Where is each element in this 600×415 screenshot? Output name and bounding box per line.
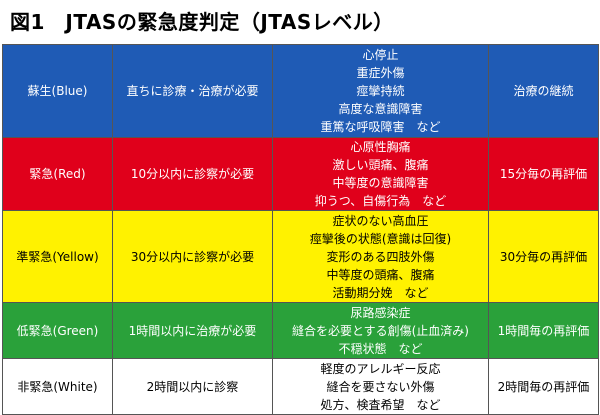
level-cell: 緊急(Red) [2,137,113,211]
reassess-cell: 30分毎の再評価 [488,210,599,303]
table-row-yellow: 準緊急(Yellow) 30分以内に診察が必要 症状のない高血圧 痙攣後の状態(… [2,210,599,303]
table-row-red: 緊急(Red) 10分以内に診察が必要 心原性胸痛 激しい頭痛、腹痛 中等度の意… [2,137,599,211]
level-cell: 低緊急(Green) [2,302,113,359]
symptom-item: 心原性胸痛 [350,140,411,154]
symptom-item: 中等度の頭痛、腹痛 [326,267,435,282]
time-cell: 直ちに診療・治療が必要 [112,44,273,138]
symptom-item: 痙攣後の状態(意識は回復) [309,231,452,246]
symptom-item: 激しい頭痛、腹痛 [332,158,429,172]
table-row-blue: 蘇生(Blue) 直ちに診療・治療が必要 心停止 重症外傷 痙攣持続 高度な意識… [2,44,599,138]
level-cell: 蘇生(Blue) [2,44,113,138]
symptom-item: 痙攣持続 [356,84,405,98]
symptom-item: 処方、検査希望 など [320,397,441,412]
symptoms-cell: 心停止 重症外傷 痙攣持続 高度な意識障害 重篤な呼吸障害 など [272,44,489,138]
reassess-cell: 1時間毎の再評価 [488,302,599,359]
symptom-item: 抑うつ、自傷行為 など [314,194,447,208]
symptom-item: 不穏状態 など [338,341,423,356]
reassess-cell: 15分毎の再評価 [488,137,599,211]
time-cell: 2時間以内に診察 [112,358,273,415]
symptom-item: 高度な意識障害 [338,102,423,116]
time-cell: 10分以内に診察が必要 [112,137,273,211]
symptom-item: 尿路感染症 [350,305,411,320]
symptoms-cell: 尿路感染症 縫合を必要とする創傷(止血済み) 不穏状態 など [272,302,489,359]
symptom-item: 活動期分娩 など [332,285,429,300]
reassess-cell: 治療の継続 [488,44,599,138]
symptom-item: 縫合を必要とする創傷(止血済み) [291,323,469,338]
symptom-item: 軽度のアレルギー反応 [320,361,441,376]
symptom-item: 重篤な呼吸障害 など [320,120,441,134]
table-row-white: 非緊急(White) 2時間以内に診察 軽度のアレルギー反応 縫合を要さない外傷… [2,358,599,415]
time-cell: 30分以内に診察が必要 [112,210,273,303]
symptoms-cell: 軽度のアレルギー反応 縫合を要さない外傷 処方、検査希望 など [272,358,489,415]
level-cell: 非緊急(White) [2,358,113,415]
symptom-item: 変形のある四肢外傷 [326,249,435,264]
symptoms-cell: 症状のない高血圧 痙攣後の状態(意識は回復) 変形のある四肢外傷 中等度の頭痛、… [272,210,489,303]
symptom-item: 重症外傷 [356,66,405,80]
symptom-item: 中等度の意識障害 [332,176,429,190]
symptom-item: 心停止 [362,48,399,62]
jtas-table: 蘇生(Blue) 直ちに診療・治療が必要 心停止 重症外傷 痙攣持続 高度な意識… [2,44,599,415]
time-cell: 1時間以内に治療が必要 [112,302,273,359]
symptoms-cell: 心原性胸痛 激しい頭痛、腹痛 中等度の意識障害 抑うつ、自傷行為 など [272,137,489,211]
symptom-item: 縫合を要さない外傷 [326,379,435,394]
symptom-item: 症状のない高血圧 [332,213,429,228]
figure-title: 図1 JTASの緊急度判定（JTASレベル） [10,10,394,34]
reassess-cell: 2時間毎の再評価 [488,358,599,415]
level-cell: 準緊急(Yellow) [2,210,113,303]
table-row-green: 低緊急(Green) 1時間以内に治療が必要 尿路感染症 縫合を必要とする創傷(… [2,302,599,359]
